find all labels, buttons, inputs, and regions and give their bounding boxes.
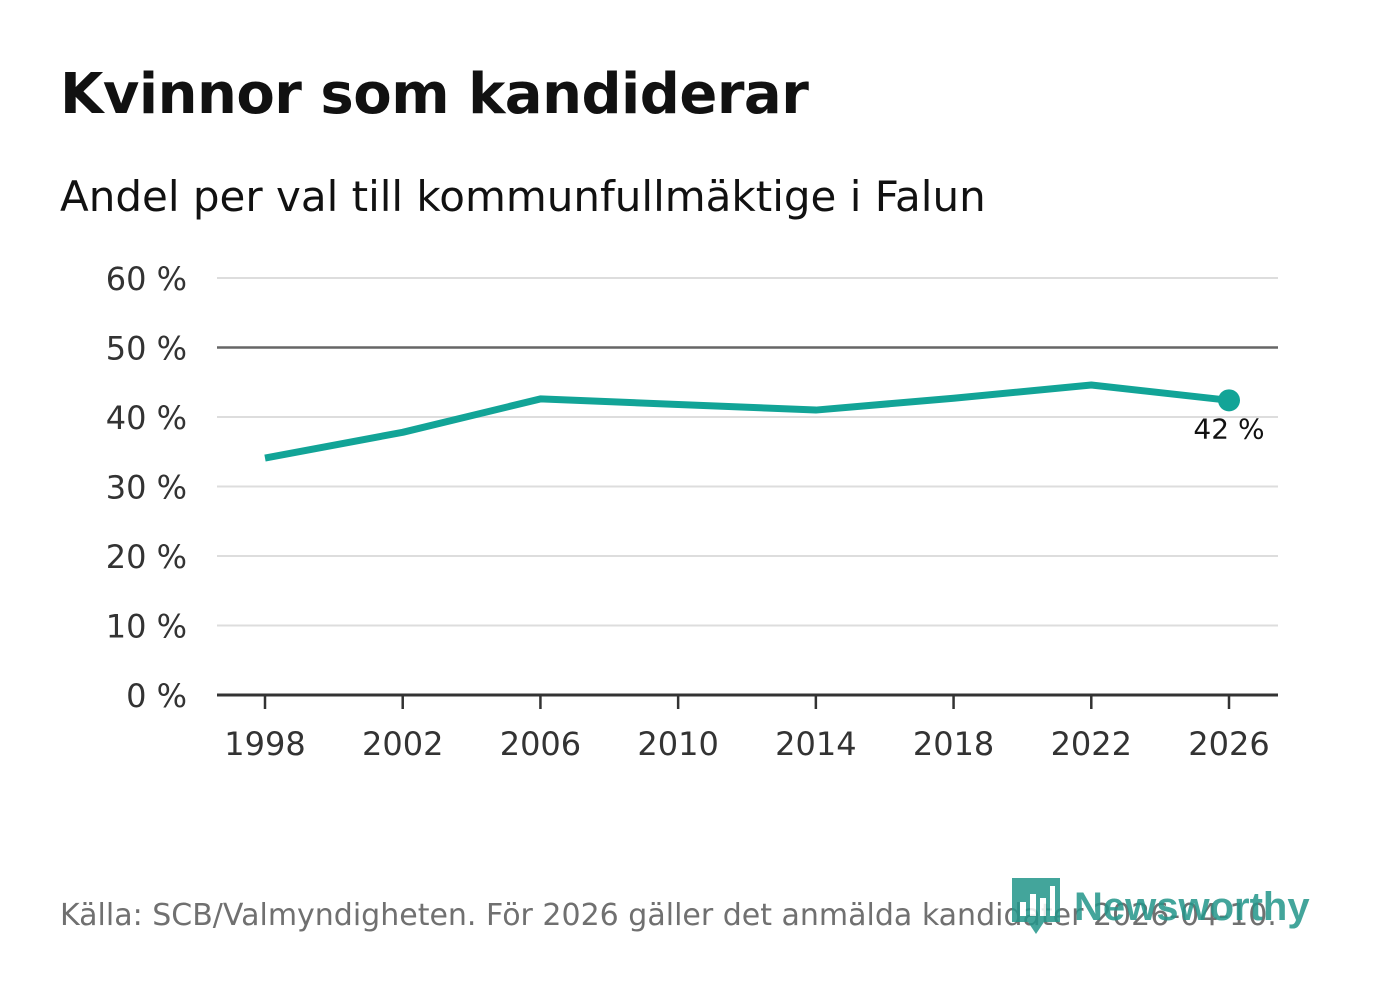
x-tick-label: 2018 — [913, 725, 994, 763]
x-tick-label: 2010 — [637, 725, 718, 763]
end-point-marker — [1218, 389, 1240, 412]
x-tick-label: 2026 — [1188, 725, 1269, 763]
x-tick-label: 2002 — [362, 725, 443, 763]
chart-title: Kvinnor som kandiderar — [60, 62, 809, 127]
brand-name: Newsworthy — [1074, 884, 1310, 929]
newsworthy-logo: Newsworthy — [1010, 876, 1310, 938]
x-tick-label: 1998 — [224, 725, 305, 763]
end-value-label: 42 % — [1193, 412, 1264, 445]
bar-chart-icon — [1012, 878, 1060, 934]
y-tick-label: 50 % — [106, 330, 187, 368]
y-tick-label: 20 % — [106, 538, 187, 576]
y-tick-label: 30 % — [106, 469, 187, 507]
x-tick-label: 2022 — [1051, 725, 1132, 763]
y-tick-label: 60 % — [106, 260, 187, 298]
source-note: Källa: SCB/Valmyndigheten. För 2026 gäll… — [60, 898, 1277, 933]
y-tick-label: 10 % — [106, 608, 187, 646]
y-tick-label: 40 % — [106, 399, 187, 437]
series-line — [264, 381, 1230, 462]
y-tick-label: 0 % — [126, 677, 187, 715]
chart-subtitle: Andel per val till kommunfullmäktige i F… — [60, 172, 986, 221]
x-tick-label: 2014 — [775, 725, 856, 763]
x-tick-label: 2006 — [500, 725, 581, 763]
